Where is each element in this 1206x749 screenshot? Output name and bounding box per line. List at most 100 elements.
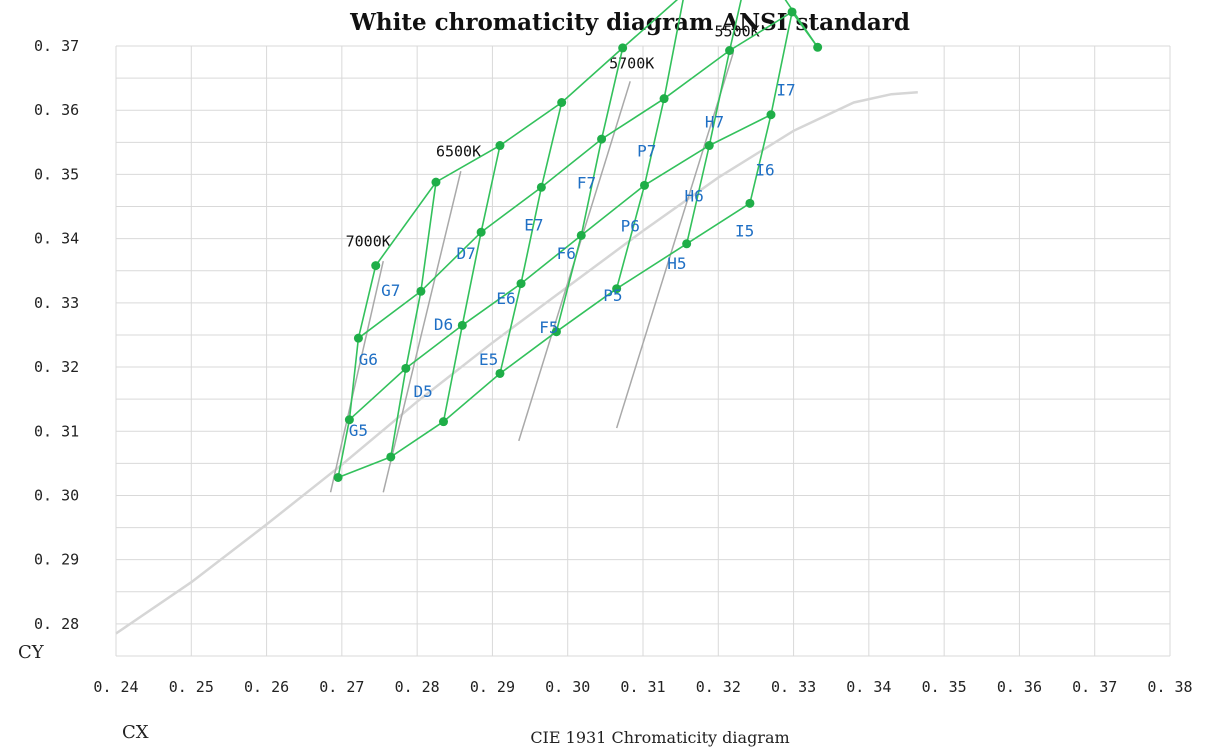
bin-point-1-0 xyxy=(344,415,354,425)
bin-point-0-1 xyxy=(386,452,396,462)
x-tick-label-1: 0. 25 xyxy=(169,678,214,696)
bin-point-1-1 xyxy=(401,363,411,373)
x-tick-label-6: 0. 30 xyxy=(545,678,590,696)
planckian-locus-curve xyxy=(115,90,918,635)
bin-point-2-1 xyxy=(416,286,426,296)
bin-col-line-7 xyxy=(749,10,819,204)
bin-point-0-0 xyxy=(333,472,343,482)
bin-grid xyxy=(333,0,823,482)
x-tick-label-9: 0. 33 xyxy=(771,678,816,696)
bin-label-E7: E7 xyxy=(524,215,543,234)
bin-point-3-2 xyxy=(495,141,505,151)
bin-point-2-6 xyxy=(725,45,735,55)
bin-point-2-3 xyxy=(536,182,546,192)
x-axis-label: CX xyxy=(122,722,149,743)
x-tick-label-3: 0. 27 xyxy=(319,678,364,696)
x-tick-label-8: 0. 32 xyxy=(696,678,741,696)
bin-point-3-1 xyxy=(431,177,441,187)
bin-label-H6: H6 xyxy=(685,186,704,205)
bin-label-P5: P5 xyxy=(603,286,622,305)
bin-point-0-5 xyxy=(612,284,622,294)
bin-label-P6: P6 xyxy=(621,217,640,236)
bin-point-2-7 xyxy=(787,7,797,17)
bin-label-H5: H5 xyxy=(667,254,686,273)
bin-point-2-5 xyxy=(659,94,669,104)
bin-point-2-2 xyxy=(476,227,486,237)
y-tick-label-5: 0. 32 xyxy=(34,358,79,376)
chart-title: White chromaticity diagram ANSI standard xyxy=(349,9,910,36)
x-tick-label-11: 0. 35 xyxy=(922,678,967,696)
bin-labels: G5 G6 G7 D5 D6 D7 E5 E6 E7 F5 F6 F7 P5 P6 P7 H5 H6 H7 I5 I6… xyxy=(349,80,796,439)
bin-label-E6: E6 xyxy=(496,289,515,308)
bin-point-0-7 xyxy=(745,198,755,208)
bin-point-1-2 xyxy=(457,320,467,330)
bin-label-D7: D7 xyxy=(456,244,475,263)
bin-col-line-4 xyxy=(555,47,624,332)
bin-point-0-6 xyxy=(682,239,692,249)
bin-col-line-2 xyxy=(442,145,501,422)
x-tick-label-2: 0. 26 xyxy=(244,678,289,696)
bin-label-H7: H7 xyxy=(705,113,724,132)
bin-point-0-2 xyxy=(438,417,448,427)
bin-point-1-5 xyxy=(640,180,650,190)
isotherm-label-5500K: 5500K xyxy=(715,22,760,40)
isotherm-line-5500K xyxy=(615,52,735,429)
x-tick-label-13: 0. 37 xyxy=(1072,678,1117,696)
bin-label-G7: G7 xyxy=(381,281,400,300)
x-tick-label-0: 0. 24 xyxy=(93,678,138,696)
x-tick-label-7: 0. 31 xyxy=(620,678,665,696)
y-tick-label-9: 0. 28 xyxy=(34,615,79,633)
bin-point-1-4 xyxy=(576,230,586,240)
y-tick-label-6: 0. 31 xyxy=(34,422,79,440)
bin-label-F6: F6 xyxy=(557,244,576,263)
bin-label-I5: I5 xyxy=(735,222,754,241)
bin-col-line-0 xyxy=(337,265,377,478)
bin-col-line-5 xyxy=(615,0,684,289)
isotherm-label-7000K: 7000K xyxy=(346,232,391,250)
bin-label-D6: D6 xyxy=(434,315,453,334)
bin-row-line-1 xyxy=(348,113,772,421)
bin-point-2-0 xyxy=(353,333,363,343)
bin-point-2-4 xyxy=(597,134,607,144)
bin-col-line-3 xyxy=(499,102,563,374)
x-tick-labels: 0. 24 0. 25 0. 26 0. 27 0. 28 0. 29 0. 30 0. 31… xyxy=(93,678,1192,696)
bin-label-G6: G6 xyxy=(359,350,378,369)
bin-label-I7: I7 xyxy=(776,80,795,99)
chart-caption: CIE 1931 Chromaticity diagram xyxy=(530,728,789,747)
y-tick-label-1: 0. 36 xyxy=(34,101,79,119)
planckian-locus xyxy=(115,90,918,635)
x-tick-label-14: 0. 38 xyxy=(1147,678,1192,696)
y-tick-label-4: 0. 33 xyxy=(34,294,79,312)
bin-point-3-7 xyxy=(813,42,823,52)
y-tick-label-7: 0. 30 xyxy=(34,486,79,504)
isotherm-line-6500K xyxy=(382,171,462,493)
bin-col-line-1 xyxy=(390,181,437,458)
bin-label-G5: G5 xyxy=(349,421,368,440)
bin-point-0-4 xyxy=(551,327,561,337)
y-tick-label-3: 0. 34 xyxy=(34,230,79,248)
bin-label-E5: E5 xyxy=(479,350,498,369)
bin-col-line-6 xyxy=(685,0,742,244)
y-tick-label-2: 0. 35 xyxy=(34,165,79,183)
bin-point-1-3 xyxy=(516,279,526,289)
bin-point-3-0 xyxy=(371,261,381,271)
isotherm-label-6500K: 6500K xyxy=(436,142,481,160)
bin-label-P7: P7 xyxy=(637,141,656,160)
x-tick-label-12: 0. 36 xyxy=(997,678,1042,696)
bin-label-I6: I6 xyxy=(755,161,774,180)
bin-point-3-4 xyxy=(618,43,628,53)
bin-point-0-3 xyxy=(495,368,505,378)
bin-row-line-2 xyxy=(357,11,793,339)
y-tick-labels: 0. 37 0. 36 0. 35 0. 34 0. 33 0. 32 0. 31 0. 30… xyxy=(34,37,79,633)
y-axis-label: CY xyxy=(18,642,45,663)
y-tick-label-8: 0. 29 xyxy=(34,551,79,569)
bin-row-line-3 xyxy=(375,0,819,267)
bin-row-line-0 xyxy=(337,202,751,479)
y-tick-label-0: 0. 37 xyxy=(34,37,79,55)
isotherm-line-7000K xyxy=(329,260,384,493)
x-tick-label-5: 0. 29 xyxy=(470,678,515,696)
x-tick-label-4: 0. 28 xyxy=(395,678,440,696)
isotherm-label-5700K: 5700K xyxy=(609,54,654,72)
grid-lines xyxy=(115,45,1171,657)
